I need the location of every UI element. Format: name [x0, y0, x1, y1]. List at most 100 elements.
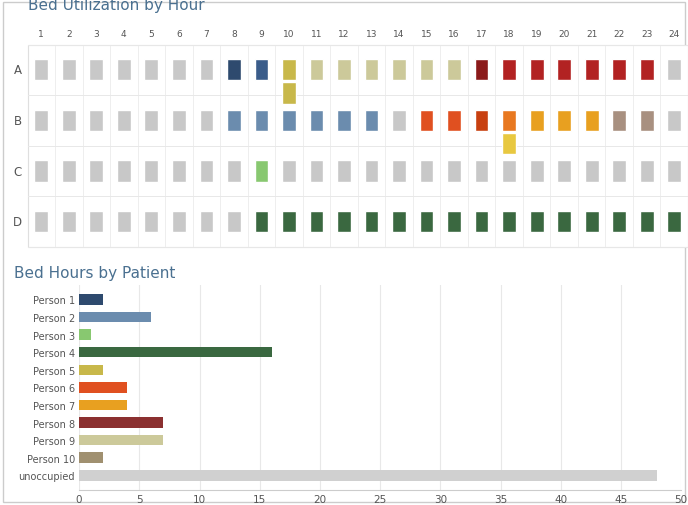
- FancyBboxPatch shape: [557, 60, 571, 81]
- FancyBboxPatch shape: [392, 212, 406, 233]
- FancyBboxPatch shape: [530, 161, 544, 182]
- Text: 19: 19: [531, 30, 542, 39]
- FancyBboxPatch shape: [557, 212, 571, 233]
- FancyBboxPatch shape: [475, 161, 488, 182]
- FancyBboxPatch shape: [282, 83, 296, 105]
- FancyBboxPatch shape: [144, 161, 158, 182]
- FancyBboxPatch shape: [392, 60, 406, 81]
- Bar: [79, 294, 103, 305]
- FancyBboxPatch shape: [144, 60, 158, 81]
- FancyBboxPatch shape: [530, 212, 544, 233]
- Text: 15: 15: [421, 30, 432, 39]
- FancyBboxPatch shape: [337, 161, 351, 182]
- FancyBboxPatch shape: [337, 212, 351, 233]
- FancyBboxPatch shape: [255, 212, 268, 233]
- Text: 22: 22: [614, 30, 625, 39]
- FancyBboxPatch shape: [557, 161, 571, 182]
- Bar: [79, 452, 103, 463]
- FancyBboxPatch shape: [640, 60, 654, 81]
- Bar: [28, 197, 688, 247]
- FancyBboxPatch shape: [365, 161, 378, 182]
- FancyBboxPatch shape: [89, 161, 103, 182]
- FancyBboxPatch shape: [502, 134, 516, 155]
- Text: 11: 11: [311, 30, 322, 39]
- Bar: [79, 470, 657, 481]
- FancyBboxPatch shape: [557, 111, 571, 132]
- Bar: [79, 382, 127, 393]
- FancyBboxPatch shape: [89, 111, 103, 132]
- FancyBboxPatch shape: [475, 60, 488, 81]
- Text: 21: 21: [586, 30, 597, 39]
- FancyBboxPatch shape: [667, 212, 681, 233]
- FancyBboxPatch shape: [89, 60, 103, 81]
- Text: 8: 8: [231, 30, 237, 39]
- FancyBboxPatch shape: [447, 212, 461, 233]
- FancyBboxPatch shape: [640, 111, 654, 132]
- FancyBboxPatch shape: [62, 60, 76, 81]
- FancyBboxPatch shape: [530, 111, 544, 132]
- FancyBboxPatch shape: [282, 60, 296, 81]
- Text: D: D: [13, 216, 22, 229]
- FancyBboxPatch shape: [530, 60, 544, 81]
- FancyBboxPatch shape: [200, 60, 213, 81]
- FancyBboxPatch shape: [34, 161, 48, 182]
- Text: Bed Hours by Patient: Bed Hours by Patient: [14, 265, 175, 280]
- Text: 16: 16: [449, 30, 460, 39]
- FancyBboxPatch shape: [447, 111, 461, 132]
- Bar: [28, 96, 688, 146]
- FancyBboxPatch shape: [447, 60, 461, 81]
- Text: B: B: [14, 115, 22, 128]
- FancyBboxPatch shape: [34, 212, 48, 233]
- FancyBboxPatch shape: [420, 212, 433, 233]
- Text: 1: 1: [39, 30, 44, 39]
- FancyBboxPatch shape: [337, 60, 351, 81]
- Bar: [79, 418, 164, 428]
- Text: Bed Utilization by Hour: Bed Utilization by Hour: [28, 0, 204, 13]
- Text: 9: 9: [259, 30, 264, 39]
- Text: 24: 24: [669, 30, 680, 39]
- FancyBboxPatch shape: [365, 111, 378, 132]
- Bar: [79, 365, 103, 375]
- FancyBboxPatch shape: [227, 212, 241, 233]
- FancyBboxPatch shape: [585, 111, 599, 132]
- Text: C: C: [14, 165, 22, 178]
- FancyBboxPatch shape: [585, 60, 599, 81]
- Bar: [79, 400, 127, 411]
- FancyBboxPatch shape: [255, 111, 268, 132]
- FancyBboxPatch shape: [89, 212, 103, 233]
- FancyBboxPatch shape: [172, 161, 186, 182]
- Text: 23: 23: [641, 30, 652, 39]
- FancyBboxPatch shape: [667, 161, 681, 182]
- FancyBboxPatch shape: [144, 212, 158, 233]
- Bar: [79, 330, 91, 340]
- FancyBboxPatch shape: [640, 161, 654, 182]
- FancyBboxPatch shape: [117, 111, 131, 132]
- FancyBboxPatch shape: [640, 212, 654, 233]
- FancyBboxPatch shape: [172, 60, 186, 81]
- FancyBboxPatch shape: [310, 60, 323, 81]
- FancyBboxPatch shape: [282, 212, 296, 233]
- FancyBboxPatch shape: [365, 212, 378, 233]
- FancyBboxPatch shape: [200, 161, 213, 182]
- Text: 13: 13: [366, 30, 377, 39]
- FancyBboxPatch shape: [612, 212, 626, 233]
- FancyBboxPatch shape: [144, 111, 158, 132]
- FancyBboxPatch shape: [310, 161, 323, 182]
- FancyBboxPatch shape: [227, 111, 241, 132]
- FancyBboxPatch shape: [310, 212, 323, 233]
- FancyBboxPatch shape: [34, 60, 48, 81]
- FancyBboxPatch shape: [585, 161, 599, 182]
- Text: 10: 10: [283, 30, 294, 39]
- Text: A: A: [14, 64, 22, 77]
- FancyBboxPatch shape: [392, 111, 406, 132]
- FancyBboxPatch shape: [667, 60, 681, 81]
- Text: 14: 14: [394, 30, 405, 39]
- FancyBboxPatch shape: [117, 212, 131, 233]
- FancyBboxPatch shape: [227, 60, 241, 81]
- FancyBboxPatch shape: [667, 111, 681, 132]
- FancyBboxPatch shape: [310, 111, 323, 132]
- Text: 17: 17: [476, 30, 487, 39]
- FancyBboxPatch shape: [172, 111, 186, 132]
- FancyBboxPatch shape: [502, 60, 516, 81]
- FancyBboxPatch shape: [337, 111, 351, 132]
